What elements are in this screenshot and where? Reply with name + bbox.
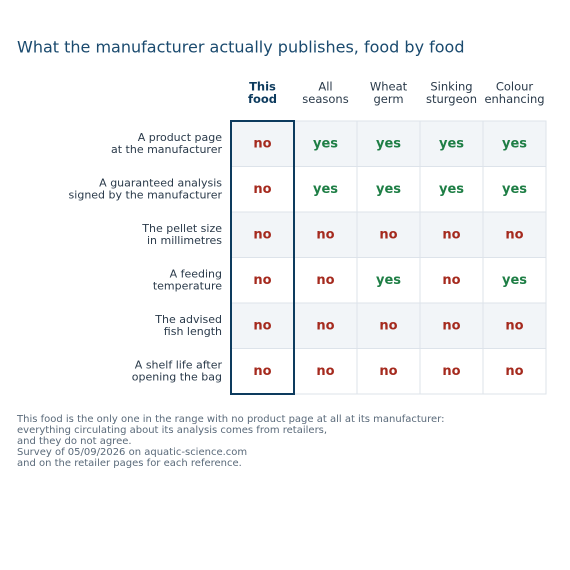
column-header: sturgeon	[426, 92, 477, 106]
column-header: enhancing	[484, 92, 544, 106]
cell-value: no	[379, 364, 397, 379]
row-label: A product page	[138, 131, 223, 144]
cell-value: no	[442, 227, 460, 242]
cell-bg	[230, 348, 295, 395]
cell-value: no	[505, 227, 523, 242]
cell-bg	[419, 302, 484, 349]
cell-value: no	[505, 318, 523, 333]
cell-bg	[419, 166, 484, 213]
note: This food is the only one in the range w…	[16, 414, 444, 425]
cell-value: no	[442, 318, 460, 333]
row-label: signed by the manufacturer	[69, 188, 223, 201]
cell-bg	[356, 211, 421, 258]
highlight-column	[230, 120, 295, 395]
cell-bg	[419, 257, 484, 304]
cell-value: no	[253, 273, 271, 288]
cell-bg	[356, 120, 421, 167]
cell-value: no	[505, 364, 523, 379]
cell-bg	[356, 302, 421, 349]
note: and on the retailer pages for each refer…	[17, 458, 242, 469]
row-label: The advised	[154, 313, 222, 326]
cell-value: yes	[439, 136, 464, 151]
cell-bg	[230, 302, 295, 349]
cell-value: yes	[502, 136, 527, 151]
cell-value: no	[379, 227, 397, 242]
cell-bg	[293, 302, 358, 349]
cell-value: no	[316, 318, 334, 333]
column-header: seasons	[302, 92, 348, 106]
cell-bg	[293, 211, 358, 258]
cell-value: yes	[376, 182, 401, 197]
note: and they do not agree.	[17, 436, 132, 447]
column-header: Wheat	[370, 80, 408, 94]
row-label: A shelf life after	[135, 358, 223, 371]
cell-bg	[356, 257, 421, 304]
note: everything circulating about its analysi…	[17, 425, 327, 436]
cell-value: no	[253, 136, 271, 151]
row-label: opening the bag	[132, 370, 222, 383]
cell-value: no	[442, 364, 460, 379]
note: Survey of 05/09/2026 on aquatic-science.…	[17, 447, 247, 458]
cell-bg	[482, 348, 547, 395]
cell-value: no	[253, 318, 271, 333]
column-header: This	[249, 80, 276, 94]
row-label: The pellet size	[141, 222, 222, 235]
cell-value: yes	[376, 136, 401, 151]
row-label: temperature	[153, 279, 222, 292]
cell-value: no	[442, 273, 460, 288]
column-header: All	[318, 80, 332, 94]
row-label: A feeding	[170, 267, 222, 280]
column-header: Sinking	[430, 80, 472, 94]
cell-bg	[482, 257, 547, 304]
cell-value: yes	[502, 182, 527, 197]
cell-bg	[482, 211, 547, 258]
cell-value: no	[253, 364, 271, 379]
cell-bg	[293, 257, 358, 304]
row-label: A guaranteed analysis	[99, 176, 222, 189]
cell-bg	[419, 211, 484, 258]
cell-value: no	[316, 227, 334, 242]
row-label: in millimetres	[147, 234, 222, 247]
cell-value: no	[316, 364, 334, 379]
cell-bg	[356, 166, 421, 213]
column-header: food	[248, 92, 277, 106]
cell-bg	[419, 348, 484, 395]
cell-value: no	[253, 227, 271, 242]
cell-value: yes	[376, 273, 401, 288]
cell-value: yes	[313, 136, 338, 151]
cell-bg	[293, 120, 358, 167]
title: What the manufacturer actually publishes…	[17, 38, 465, 57]
cell-bg	[482, 302, 547, 349]
column-header: germ	[373, 92, 403, 106]
cell-value: no	[316, 273, 334, 288]
column-header: Colour	[496, 80, 534, 94]
cell-bg	[230, 120, 295, 167]
cell-value: no	[253, 182, 271, 197]
cell-bg	[230, 257, 295, 304]
cell-value: yes	[313, 182, 338, 197]
cell-value: yes	[439, 182, 464, 197]
row-label: at the manufacturer	[111, 143, 222, 156]
cell-value: no	[379, 318, 397, 333]
cell-bg	[482, 166, 547, 213]
row-label: fish length	[164, 325, 222, 338]
cell-value: yes	[502, 273, 527, 288]
